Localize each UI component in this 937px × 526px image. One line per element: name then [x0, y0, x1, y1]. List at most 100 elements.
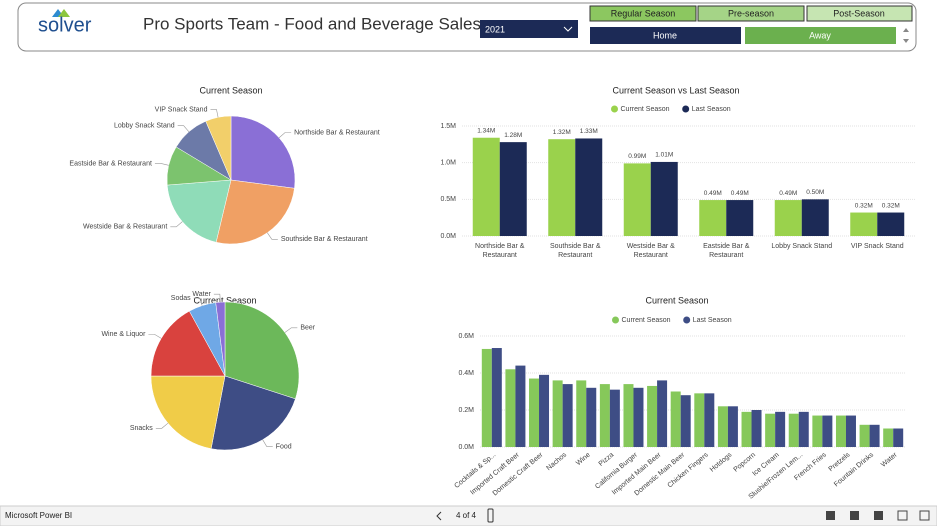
- fullscreen-button[interactable]: [919, 510, 930, 521]
- leader-line: [155, 422, 169, 429]
- pie-slice: [215, 179, 295, 245]
- legend-marker: [611, 105, 618, 113]
- bar: [515, 365, 526, 447]
- legend-label: Current Season: [621, 106, 670, 113]
- season-button[interactable]: [589, 5, 697, 22]
- bar: [704, 393, 715, 447]
- leader-line: [284, 327, 298, 333]
- slice-label: Food: [276, 443, 292, 450]
- legend-label: Current Season: [622, 317, 671, 324]
- season-button-label: Regular Season: [611, 8, 676, 18]
- scroll-up[interactable]: [903, 28, 909, 32]
- bar: [877, 212, 905, 236]
- bar: [845, 415, 856, 447]
- legend-marker: [683, 316, 691, 324]
- slice-label: Northside Bar & Restaurant: [294, 129, 380, 136]
- slice-label: Water: [192, 291, 211, 298]
- bar: [893, 428, 904, 447]
- bar: [499, 142, 527, 236]
- bar: [647, 385, 658, 447]
- bar: [575, 138, 603, 236]
- year-dropdown[interactable]: [480, 20, 578, 38]
- bar: [726, 200, 754, 236]
- pie-slice: [224, 301, 300, 400]
- bar: [539, 374, 550, 447]
- bar: [774, 200, 802, 236]
- prev-page[interactable]: [436, 511, 442, 521]
- leader-line: [193, 297, 203, 306]
- leader-line: [148, 333, 162, 339]
- bar: [822, 415, 833, 447]
- pie-slice: [230, 115, 296, 189]
- bar: [699, 200, 727, 236]
- bar: [481, 348, 492, 447]
- slice-label: Wine & Liquor: [101, 331, 146, 338]
- season-button[interactable]: [806, 5, 913, 22]
- value-label: 0.49M: [731, 190, 749, 197]
- bar: [670, 391, 681, 447]
- value-label: 0.32M: [882, 202, 900, 209]
- bar: [586, 387, 597, 447]
- value-label: 0.49M: [779, 190, 797, 197]
- bar: [609, 389, 620, 447]
- x-tick-label: Southside Bar & Restaurant: [549, 243, 601, 259]
- app-name: Microsoft Power BI: [5, 511, 72, 520]
- bar: [552, 380, 563, 447]
- bar: [680, 395, 691, 447]
- x-tick-label: Eastside Bar & Restaurant: [703, 243, 750, 259]
- bar: [751, 410, 762, 447]
- season-button-label: Post-Season: [833, 8, 885, 18]
- bar: [775, 411, 786, 447]
- scroll-down[interactable]: [903, 39, 909, 43]
- pie-slice: [215, 301, 226, 377]
- season-button[interactable]: [697, 5, 805, 22]
- bar: [657, 380, 668, 447]
- bar: [788, 413, 799, 447]
- y-tick-label: 1.5M: [440, 123, 456, 130]
- x-tick-label: Westside Bar & Restaurant: [626, 243, 675, 259]
- bar: [798, 411, 809, 447]
- value-label: 1.01M: [655, 152, 673, 159]
- pie-slice: [150, 375, 226, 449]
- next-page[interactable]: [487, 508, 494, 523]
- bar: [727, 406, 738, 447]
- bar: [812, 415, 823, 447]
- bar: [576, 380, 587, 447]
- bar: [623, 163, 651, 236]
- pie-slice: [166, 179, 232, 243]
- share-linkedin[interactable]: [826, 511, 835, 520]
- slice-label: Beer: [300, 325, 315, 332]
- slice-label: Lobby Snack Stand: [114, 123, 175, 130]
- legend-marker: [612, 316, 619, 324]
- share-twitter[interactable]: [850, 511, 859, 520]
- season-button-label: Pre-season: [728, 8, 774, 18]
- bar: [633, 387, 644, 447]
- value-label: 0.49M: [704, 190, 722, 197]
- location-button-label: Home: [653, 30, 677, 40]
- location-button[interactable]: [745, 27, 896, 44]
- y-tick-label: 0.6M: [458, 333, 474, 340]
- bar: [694, 393, 705, 447]
- chart-title: Current Season: [193, 295, 256, 305]
- share-facebook[interactable]: [874, 511, 883, 520]
- y-tick-label: 0.0M: [440, 233, 456, 240]
- value-label: 1.34M: [477, 127, 495, 134]
- report-title: Pro Sports Team - Food and Beverage Sale…: [143, 14, 481, 33]
- slice-label: Eastside Bar & Restaurant: [69, 160, 152, 167]
- leader-line: [262, 439, 273, 447]
- location-button[interactable]: [590, 27, 741, 44]
- share-button[interactable]: [897, 510, 908, 521]
- bar: [765, 413, 776, 447]
- bar: [883, 428, 894, 447]
- x-tick-label: Lobby Snack Stand: [771, 243, 833, 250]
- y-tick-label: 0.2M: [458, 407, 474, 414]
- footer-bar: [0, 505, 937, 526]
- slice-label: VIP Snack Stand: [155, 106, 208, 113]
- legend-label: Last Season: [693, 317, 732, 324]
- bar: [650, 161, 678, 236]
- leader-line: [154, 163, 169, 166]
- bar: [472, 137, 500, 236]
- y-tick-label: 0.5M: [440, 196, 456, 203]
